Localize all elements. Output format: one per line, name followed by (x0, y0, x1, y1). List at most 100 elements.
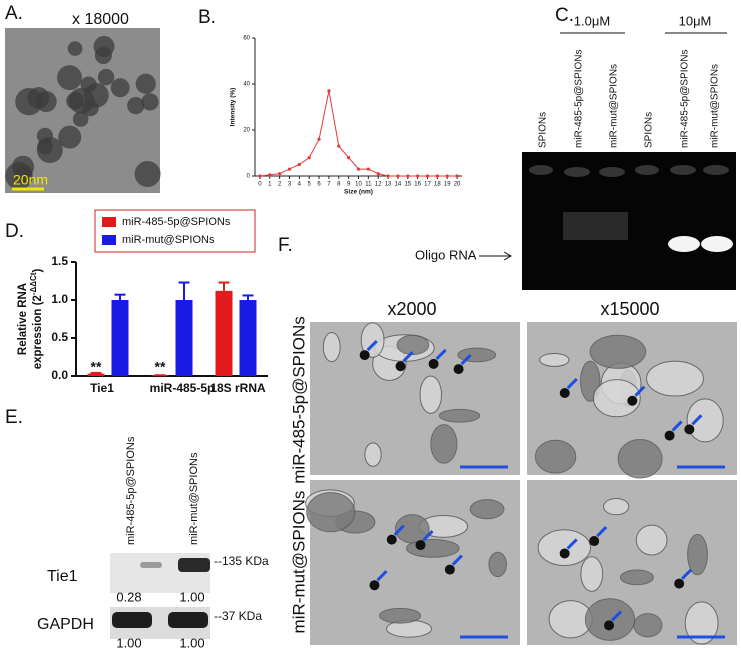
lane-label: miR-485-5p@SPIONs (680, 49, 691, 148)
scale-label: 20nm (13, 172, 48, 188)
particle (27, 87, 50, 109)
nanoparticles (5, 35, 161, 190)
lane-label: miR-485-5p@SPIONs (574, 49, 585, 148)
arrow (691, 414, 703, 426)
point (386, 174, 390, 178)
arrow (610, 610, 623, 622)
bar (87, 373, 105, 376)
lane-label: miR-485-5p@SPIONs (125, 436, 137, 545)
error-bar (242, 294, 254, 300)
particle-cluster (369, 580, 380, 591)
arrow (671, 420, 683, 432)
x-tick-label: 20 (454, 182, 461, 188)
gel-bands (529, 165, 733, 252)
y-tick-label: 20 (243, 128, 250, 134)
error-bar (90, 371, 102, 374)
legend-entries: miR-485-5p@SPIONs miR-mut@SPIONs (102, 216, 231, 246)
particle-cluster (395, 361, 406, 372)
organelle (684, 601, 719, 645)
particle (14, 165, 32, 183)
particle (127, 96, 145, 115)
blot-band (178, 558, 210, 572)
organelle (603, 497, 630, 516)
particle-cluster (428, 358, 439, 369)
particle-cluster (453, 364, 464, 375)
organelle (430, 424, 458, 464)
row-label: miR-485-5p@SPIONs (289, 316, 308, 483)
x-tick-label: 9 (347, 182, 351, 188)
point (396, 174, 400, 178)
organelle (646, 360, 704, 397)
lane-label: miR-mut@SPIONs (609, 64, 620, 148)
point (376, 172, 380, 176)
point (327, 89, 331, 93)
panel-label: C. (555, 5, 574, 26)
panel-label: D. (5, 221, 24, 242)
legend-swatch (102, 217, 116, 227)
particle (66, 92, 84, 110)
point (258, 174, 262, 178)
arrow (634, 385, 646, 397)
organelle (438, 408, 481, 423)
x-tick-label: 2 (278, 182, 282, 188)
size-marker: --37 KDa (214, 609, 262, 623)
point (356, 167, 361, 171)
legend-label: miR-485-5p@SPIONs (122, 216, 231, 228)
gel-image (522, 152, 736, 290)
particle-cluster (589, 536, 600, 547)
lane-label: SPIONs (538, 112, 549, 148)
column-label: x2000 (387, 299, 436, 319)
x-tick-label: 7 (327, 182, 331, 188)
x-tick-label: 10 (355, 182, 362, 188)
particle-cluster (444, 564, 455, 575)
organelle (539, 352, 570, 367)
organelle (584, 598, 636, 641)
arrow (402, 351, 414, 363)
organelle (379, 607, 422, 624)
organelle (396, 334, 430, 356)
particle (134, 161, 161, 188)
arrow (366, 340, 378, 352)
line (259, 90, 458, 177)
arrow (451, 554, 463, 566)
point (287, 167, 292, 171)
organelle (617, 438, 663, 479)
organelle (537, 529, 591, 567)
particle (72, 111, 89, 127)
x-tick-label: 13 (385, 182, 392, 188)
point (297, 162, 301, 167)
arrow (393, 524, 405, 536)
blot-row-label: Tie1 (47, 568, 78, 585)
arrow (460, 354, 472, 366)
point (445, 174, 449, 178)
organelle (322, 331, 341, 363)
bar (239, 300, 257, 376)
point (278, 172, 282, 176)
quantity: 1.00 (116, 635, 141, 650)
organelle (619, 569, 654, 586)
x-tick-label: 1 (268, 182, 272, 188)
x-tick-label: 5 (308, 182, 312, 188)
particle-cluster (359, 350, 370, 361)
x-tick-label: 6 (317, 182, 321, 188)
x-tick-label: 19 (444, 182, 451, 188)
magnification: x 18000 (72, 11, 129, 28)
particle (110, 78, 130, 98)
organelle (686, 398, 724, 443)
organelle (360, 322, 385, 358)
arrow-head (503, 251, 513, 261)
organelle (469, 499, 505, 520)
organelle (592, 379, 641, 418)
row-label: miR-mut@SPIONs (289, 491, 308, 634)
point (366, 167, 370, 171)
organelle (635, 524, 668, 556)
organelle (394, 514, 430, 544)
particle-cluster (559, 388, 570, 399)
particle (58, 125, 82, 149)
organelle (589, 334, 647, 369)
lane-label: miR-mut@SPIONs (188, 452, 200, 545)
group-label: 1.0μM (574, 13, 610, 28)
x-tick-label: 18 (434, 182, 441, 188)
y-tick-label: 1.5 (51, 254, 68, 268)
blot-band (168, 612, 208, 628)
